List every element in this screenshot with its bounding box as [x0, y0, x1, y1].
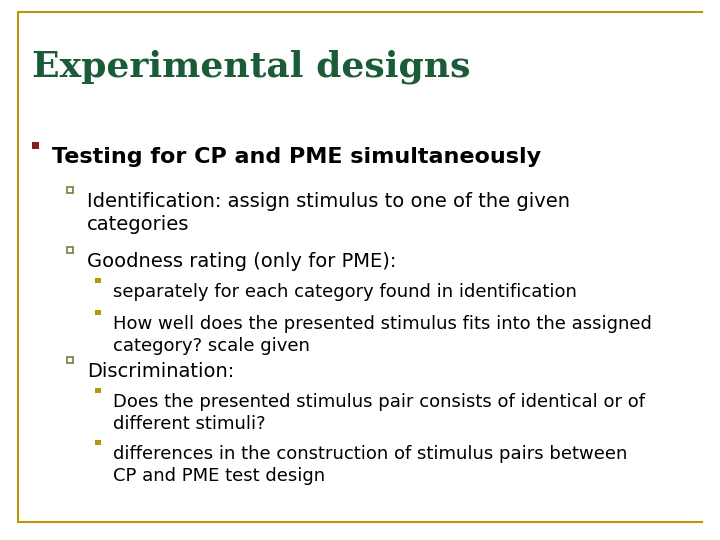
- Text: Does the presented stimulus pair consists of identical or of
different stimuli?: Does the presented stimulus pair consist…: [113, 393, 645, 433]
- Text: Experimental designs: Experimental designs: [32, 50, 470, 84]
- Text: differences in the construction of stimulus pairs between
CP and PME test design: differences in the construction of stimu…: [113, 445, 627, 485]
- Bar: [32, 141, 39, 149]
- Bar: [95, 388, 101, 394]
- Text: Identification: assign stimulus to one of the given
categories: Identification: assign stimulus to one o…: [87, 192, 570, 234]
- Text: How well does the presented stimulus fits into the assigned
category? scale give: How well does the presented stimulus fit…: [113, 315, 652, 355]
- Text: separately for each category found in identification: separately for each category found in id…: [113, 283, 577, 301]
- Text: Goodness rating (only for PME):: Goodness rating (only for PME):: [87, 252, 397, 271]
- Text: Testing for CP and PME simultaneously: Testing for CP and PME simultaneously: [52, 147, 541, 167]
- Bar: [95, 310, 101, 315]
- Text: Discrimination:: Discrimination:: [87, 362, 234, 381]
- Bar: [95, 440, 101, 445]
- Bar: [95, 278, 101, 284]
